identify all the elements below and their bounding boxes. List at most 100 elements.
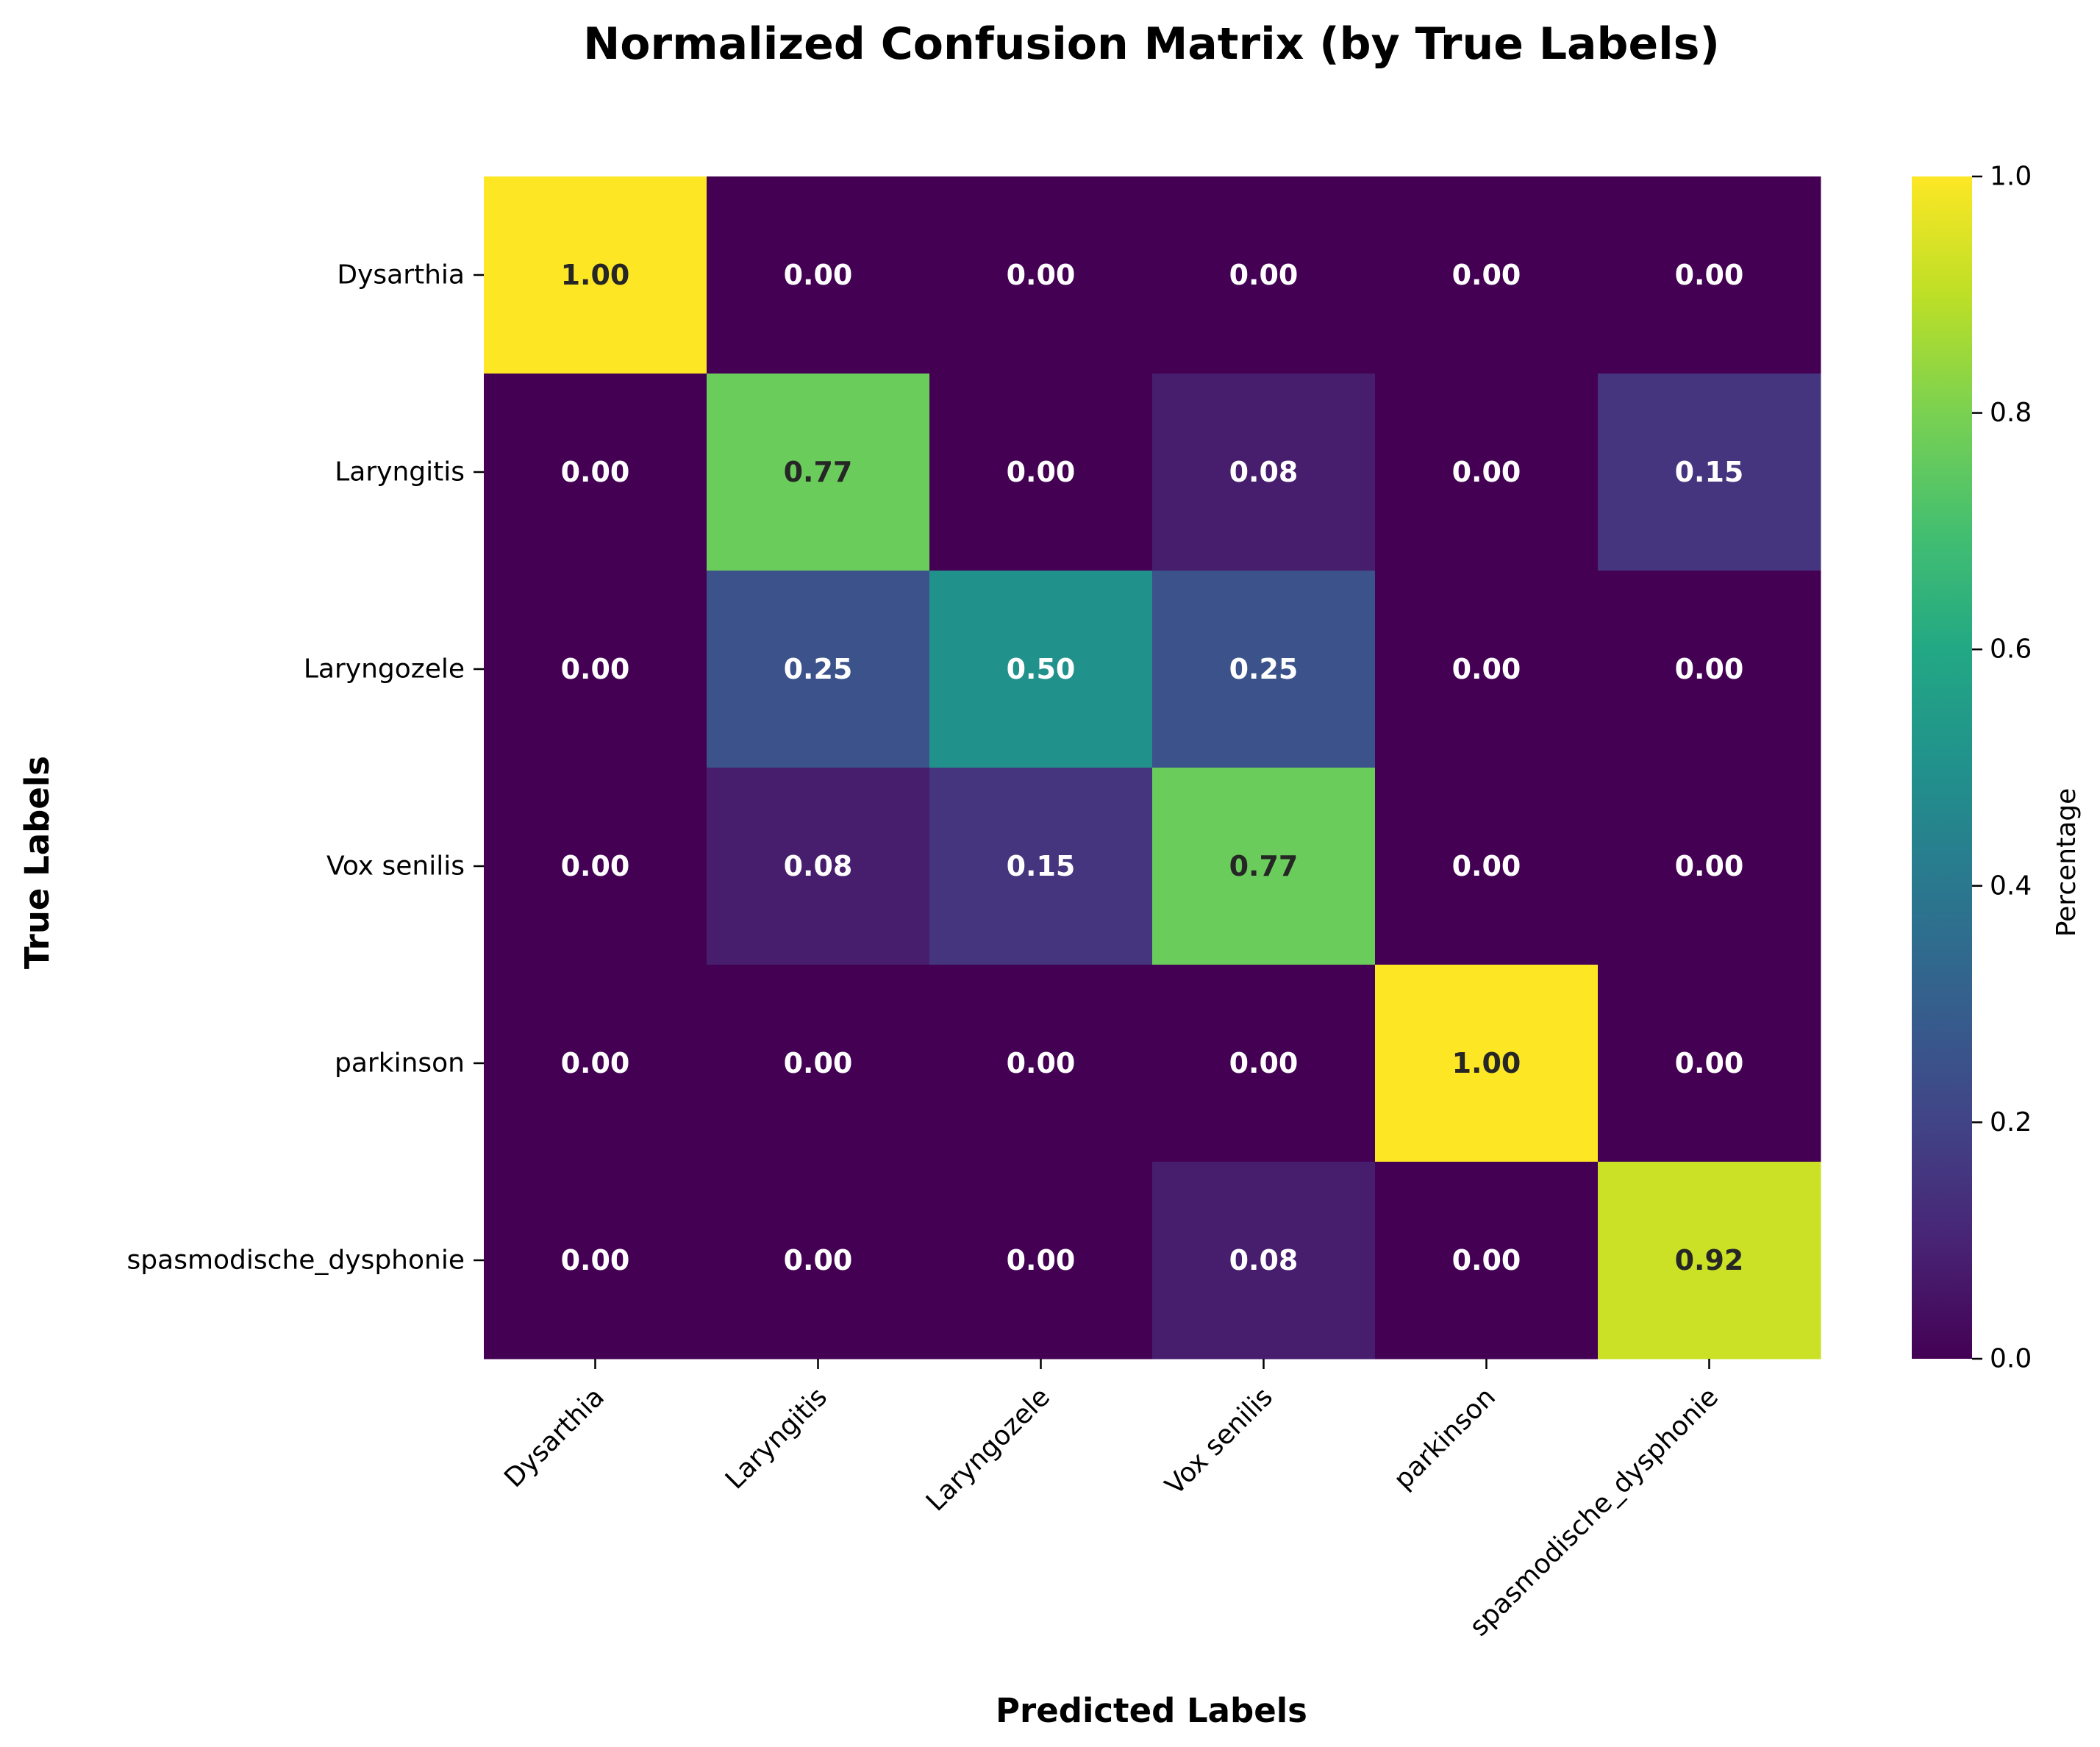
- cell-value-label: 0.77: [1229, 850, 1299, 882]
- colorbar: 0.0 0.2 0.4 0.6 0.8 1.0: [1912, 162, 2032, 1374]
- heatmap-cell: [1598, 965, 1821, 1162]
- cell-value-label: 0.00: [1452, 456, 1521, 488]
- cell-value-label: 0.00: [561, 1047, 630, 1079]
- heatmap-cell: [1152, 374, 1376, 571]
- heatmap-cell: [707, 176, 930, 374]
- colorbar-gradient: [1912, 176, 1972, 1359]
- cell-value-label: 0.00: [784, 1244, 853, 1276]
- heatmap-cell: [707, 965, 930, 1162]
- cell-value-label: 0.08: [784, 850, 853, 882]
- colorbar-tick-label: 0.8: [1990, 398, 2032, 428]
- cell-value-label: 0.00: [1675, 653, 1744, 685]
- cell-value-label: 0.00: [1452, 653, 1521, 685]
- colorbar-tick-label: 0.4: [1990, 871, 2032, 901]
- y-tick-label: parkinson: [335, 1048, 465, 1079]
- y-tick-label: Laryngitis: [335, 457, 465, 487]
- x-axis-label: Predicted Labels: [996, 1691, 1307, 1730]
- cell-value-label: 0.00: [1675, 1047, 1744, 1079]
- y-tick-label: spasmodische_dysphonie: [127, 1246, 465, 1276]
- heatmap-cell: [707, 768, 930, 965]
- cell-value-label: 0.15: [1007, 850, 1076, 882]
- heatmap-value-labels: 1.00 0.00 0.00 0.00 0.00 0.00 0.00 0.77 0.00 0.08…: [561, 259, 1744, 1276]
- cell-value-label: 0.00: [1007, 1047, 1076, 1079]
- x-tick-label: Laryngitis: [720, 1382, 833, 1496]
- colorbar-tick-label: 0.6: [1990, 635, 2032, 665]
- y-tick-label: Vox senilis: [326, 851, 465, 882]
- cell-value-label: 0.25: [1229, 653, 1299, 685]
- heatmap-cell: [707, 374, 930, 571]
- x-tick-label: Laryngozele: [921, 1382, 1056, 1518]
- cell-value-label: 0.00: [1452, 850, 1521, 882]
- heatmap-cell: [484, 965, 707, 1162]
- cell-value-label: 0.00: [561, 653, 630, 685]
- cell-value-label: 0.00: [1007, 259, 1076, 291]
- cell-value-label: 0.00: [1452, 259, 1521, 291]
- heatmap-cell: [1375, 176, 1599, 374]
- cell-value-label: 0.00: [1675, 850, 1744, 882]
- colorbar-tick-label: 0.2: [1990, 1107, 2032, 1137]
- cell-value-label: 0.00: [561, 1244, 630, 1276]
- x-tick-label: Dysarthia: [499, 1382, 610, 1494]
- heatmap-cell: [1152, 571, 1376, 768]
- heatmap-cells: [484, 176, 1821, 1360]
- colorbar-tick-label: 1.0: [1990, 162, 2032, 192]
- heatmap-cell: [1375, 965, 1599, 1162]
- cell-value-label: 0.25: [784, 653, 853, 685]
- heatmap-cell: [929, 374, 1153, 571]
- heatmap-cell: [1598, 374, 1821, 571]
- heatmap-cell: [1598, 1162, 1821, 1360]
- heatmap-cell: [1375, 768, 1599, 965]
- colorbar-label: Percentage: [2051, 788, 2082, 937]
- chart-title: Normalized Confusion Matrix (by True Lab…: [583, 18, 1720, 70]
- heatmap-cell: [1152, 1162, 1376, 1360]
- cell-value-label: 0.92: [1675, 1244, 1744, 1276]
- heatmap-cell: [929, 176, 1153, 374]
- heatmap-cell: [484, 571, 707, 768]
- heatmap-cell: [1375, 374, 1599, 571]
- heatmap-cell: [707, 571, 930, 768]
- heatmap-cell: [1152, 176, 1376, 374]
- cell-value-label: 0.00: [1452, 1244, 1521, 1276]
- y-axis-label: True Labels: [18, 756, 57, 969]
- heatmap-cell: [1152, 965, 1376, 1162]
- heatmap-cell: [484, 1162, 707, 1360]
- heatmap-cell: [484, 176, 707, 374]
- cell-value-label: 0.00: [784, 259, 853, 291]
- cell-value-label: 0.00: [1007, 1244, 1076, 1276]
- cell-value-label: 0.00: [1007, 456, 1076, 488]
- heatmap-cell: [484, 374, 707, 571]
- cell-value-label: 0.77: [784, 456, 853, 488]
- heatmap-cell: [484, 768, 707, 965]
- heatmap-cell: [1375, 1162, 1599, 1360]
- heatmap-cell: [929, 571, 1153, 768]
- x-tick-label: parkinson: [1388, 1382, 1501, 1496]
- heatmap-cell: [1598, 571, 1821, 768]
- heatmap-cell: [929, 768, 1153, 965]
- cell-value-label: 0.00: [1675, 259, 1744, 291]
- cell-value-label: 0.00: [1229, 1047, 1299, 1079]
- heatmap-cell: [929, 965, 1153, 1162]
- cell-value-label: 0.08: [1229, 1244, 1299, 1276]
- cell-value-label: 1.00: [561, 259, 630, 291]
- cell-value-label: 0.00: [784, 1047, 853, 1079]
- heatmap-cell: [1152, 768, 1376, 965]
- x-axis: Dysarthia Laryngitis Laryngozele Vox senili…: [499, 1359, 1724, 1642]
- x-tick-label: Vox senilis: [1160, 1382, 1279, 1501]
- heatmap-cell: [1598, 768, 1821, 965]
- heatmap-cell: [929, 1162, 1153, 1360]
- cell-value-label: 0.50: [1007, 653, 1076, 685]
- cell-value-label: 0.00: [561, 456, 630, 488]
- x-tick-label: spasmodische_dysphonie: [1464, 1382, 1724, 1643]
- cell-value-label: 1.00: [1452, 1047, 1521, 1079]
- cell-value-label: 0.00: [561, 850, 630, 882]
- heatmap-cell: [1375, 571, 1599, 768]
- heatmap-cell: [1598, 176, 1821, 374]
- heatmap-cell: [707, 1162, 930, 1360]
- y-tick-label: Dysarthia: [337, 260, 465, 290]
- y-tick-label: Laryngozele: [304, 654, 465, 685]
- cell-value-label: 0.15: [1675, 456, 1744, 488]
- cell-value-label: 0.00: [1229, 259, 1299, 291]
- colorbar-tick-label: 0.0: [1990, 1344, 2032, 1374]
- y-axis: Dysarthia Laryngitis Laryngozele Vox senili…: [127, 260, 484, 1276]
